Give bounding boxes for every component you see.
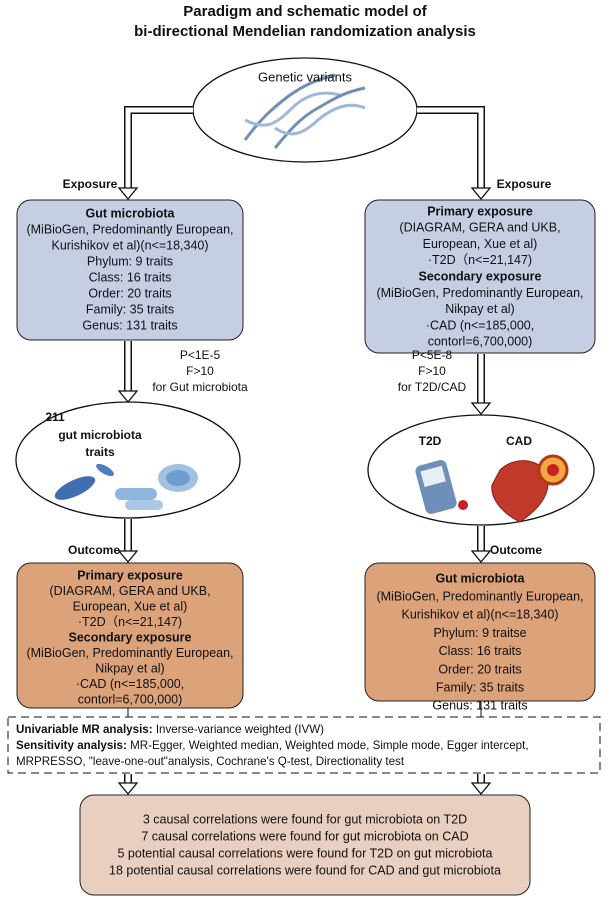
- box-heading: Primary exposure: [77, 568, 183, 582]
- arrow: [125, 107, 193, 190]
- box-line: (MiBioGen, Predominantly European,: [376, 286, 583, 300]
- box-line: Genus: 131 traits: [82, 318, 177, 332]
- result-line: 3 causal correlations were found for gut…: [143, 812, 467, 826]
- result-line: 5 potential causal correlations were fou…: [118, 846, 493, 860]
- exposure-label: Exposure: [63, 177, 118, 191]
- box-line: ·CAD (n<=185,000,: [76, 677, 184, 691]
- threshold-label: F>10: [418, 364, 446, 378]
- arrow-head: [470, 782, 492, 796]
- method-label: Sensitivity analysis:: [16, 739, 127, 752]
- glucose-meter-icon: [415, 460, 468, 514]
- left-exposure-box: [16, 199, 244, 341]
- arrow-head: [470, 550, 492, 564]
- arrow-head: [117, 782, 139, 796]
- arrow-head: [117, 390, 139, 404]
- box-line: European, Xue et al): [423, 237, 538, 251]
- box-line: Order: 20 traits: [438, 662, 521, 676]
- threshold-label: P<1E-5: [180, 348, 221, 362]
- box-line: ·T2D（n<=21,147): [428, 253, 532, 267]
- arrow-head: [117, 187, 139, 201]
- method-line: MRPRESSO, "leave-one-out"analysis, Cochr…: [16, 755, 405, 768]
- box-line: Nikpay et al): [95, 661, 164, 675]
- box-line: ·T2D（n<=21,147): [78, 615, 182, 629]
- box-line: European, Xue et al): [73, 599, 188, 613]
- node-label: 211: [45, 410, 65, 424]
- box-line: Kurishikov et al)(n<=18,340): [51, 238, 208, 252]
- outcome-label: Outcome: [490, 543, 542, 557]
- exposure-label: Exposure: [497, 177, 552, 191]
- box-line: (MiBioGen, Predominantly European,: [376, 589, 583, 603]
- box-line: Nikpay et al): [445, 302, 514, 316]
- right-exposure-box: [364, 199, 596, 354]
- method-text: MR-Egger, Weighted median, Weighted mode…: [127, 739, 529, 752]
- box-line: (MiBioGen, Predominantly European,: [26, 222, 233, 236]
- method-line: Univariable MR analysis: Inverse-varianc…: [16, 723, 324, 736]
- box-heading: Secondary exposure: [419, 269, 542, 283]
- node-label: traits: [85, 445, 115, 459]
- title: bi-directional Mendelian randomization a…: [134, 23, 476, 40]
- box-line: (DIAGRAM, GERA and UKB,: [49, 584, 210, 598]
- node-label: Genetic variants: [258, 69, 352, 84]
- box-line: Family: 35 traits: [436, 680, 524, 694]
- box-line: Phylum: 9 traits: [87, 254, 173, 268]
- threshold-label: for Gut microbiota: [152, 380, 248, 394]
- arrow-head: [117, 550, 139, 564]
- result-line: 18 potential causal correlations were fo…: [109, 863, 501, 877]
- box-heading: Gut microbiota: [436, 571, 526, 585]
- box-line: Order: 20 traits: [88, 286, 171, 300]
- results-box: [79, 794, 531, 896]
- methods-box: [7, 716, 601, 774]
- threshold-label: F>10: [186, 364, 214, 378]
- threshold-label: P<5E-8: [412, 348, 453, 362]
- bacteria-icon: [54, 463, 198, 510]
- diagram-shapes: [7, 57, 601, 896]
- arrow-head: [470, 187, 492, 201]
- threshold-label: for T2D/CAD: [398, 380, 467, 394]
- result-line: 7 causal correlations were found for gut…: [141, 829, 468, 843]
- method-label: Univariable MR analysis:: [16, 723, 153, 736]
- method-text: Inverse-variance weighted (IVW): [153, 723, 325, 736]
- dna-icon: [243, 73, 366, 149]
- box-line: contorl=6,700,000): [428, 335, 533, 349]
- node-label: gut microbiota: [58, 428, 142, 442]
- box-line: Kurishikov et al)(n<=18,340): [401, 608, 558, 622]
- arrow: [417, 107, 484, 190]
- box-heading: Secondary exposure: [69, 630, 192, 644]
- box-heading: Primary exposure: [427, 204, 533, 218]
- title: Paradigm and schematic model of: [183, 3, 427, 20]
- box-line: (MiBioGen, Predominantly European,: [26, 646, 233, 660]
- box-line: Family: 35 traits: [86, 302, 174, 316]
- arrow-head: [470, 402, 492, 416]
- box-heading: Gut microbiota: [86, 206, 176, 220]
- box-line: Class: 16 traits: [439, 644, 522, 658]
- method-line: Sensitivity analysis: MR-Egger, Weighted…: [16, 739, 529, 752]
- node-label: CAD: [506, 434, 532, 448]
- arrow: [417, 106, 485, 190]
- box-line: contorl=6,700,000): [78, 692, 183, 706]
- box-line: Phylum: 9 traitse: [433, 626, 526, 640]
- arrow: [124, 106, 193, 190]
- box-line: Genus: 131 traits: [432, 699, 527, 713]
- right-outcome-box: [364, 562, 596, 702]
- node-label: T2D: [419, 434, 442, 448]
- heart-icon: [491, 454, 569, 523]
- box-line: ·CAD (n<=185,000,: [426, 318, 534, 332]
- left-outcome-box: [16, 562, 244, 709]
- outcome-label: Outcome: [68, 543, 120, 557]
- box-line: Class: 16 traits: [89, 270, 172, 284]
- box-line: (DIAGRAM, GERA and UKB,: [399, 221, 560, 235]
